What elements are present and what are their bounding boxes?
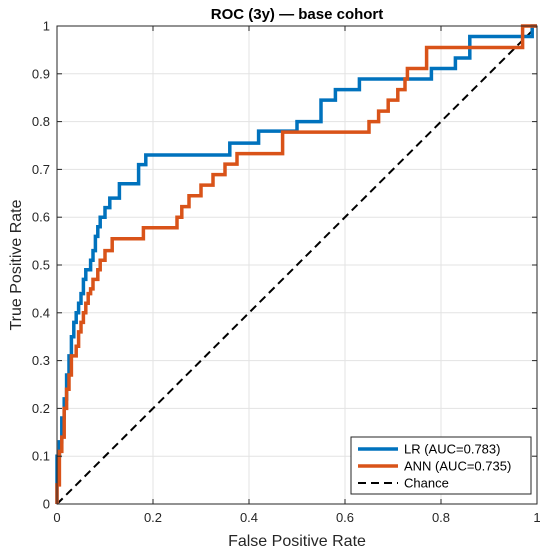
x-axis-title: False Positive Rate xyxy=(228,533,366,550)
legend-label: LR (AUC=0.783) xyxy=(404,442,500,457)
y-tick-label: 0.7 xyxy=(32,162,50,177)
y-tick-label: 0.4 xyxy=(32,305,50,320)
chart-title: ROC (3y) — base cohort xyxy=(211,6,384,23)
lr-curve xyxy=(55,24,537,504)
y-tick-label: 0 xyxy=(43,497,50,512)
legend-label: Chance xyxy=(404,476,449,491)
y-tick-label: 0.6 xyxy=(32,210,50,225)
series-layer xyxy=(55,24,537,504)
y-tick-label: 0.5 xyxy=(32,258,50,273)
y-tick-label: 0.9 xyxy=(32,66,50,81)
y-tick-label: 0.8 xyxy=(32,114,50,129)
y-axis-title: True Positive Rate xyxy=(8,199,25,330)
x-tick-label: 0.4 xyxy=(240,510,258,525)
y-tick-label: 1 xyxy=(43,19,50,34)
y-tick-label: 0.2 xyxy=(32,401,50,416)
x-tick-label: 0.6 xyxy=(336,510,354,525)
x-tick-label: 0.8 xyxy=(432,510,450,525)
x-tick-label: 0 xyxy=(53,510,60,525)
ticks: 0 0.2 0.4 0.6 0.8 1 0 0.1 0.2 0.3 0.4 0.5 0.6 0.7 0.8 0… xyxy=(32,19,541,526)
y-tick-label: 0.3 xyxy=(32,353,50,368)
y-tick-label: 0.1 xyxy=(32,449,50,464)
ann-curve xyxy=(55,24,537,504)
legend: LR (AUC=0.783) ANN (AUC=0.735) Chance xyxy=(350,436,532,495)
legend-label: ANN (AUC=0.735) xyxy=(404,459,511,474)
chance-curve xyxy=(56,25,538,505)
chance-layer xyxy=(56,25,538,505)
x-tick-label: 0.2 xyxy=(144,510,162,525)
x-tick-label: 1 xyxy=(533,510,540,525)
